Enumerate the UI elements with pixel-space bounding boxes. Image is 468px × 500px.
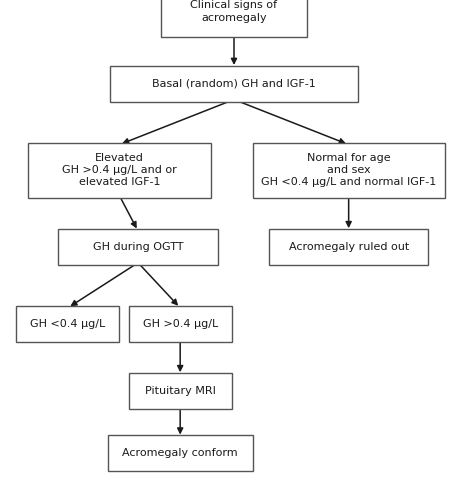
Text: Acromegaly ruled out: Acromegaly ruled out [289, 242, 409, 252]
Text: Basal (random) GH and IGF-1: Basal (random) GH and IGF-1 [152, 78, 316, 88]
Text: Clinical signs of
acromegaly: Clinical signs of acromegaly [190, 0, 278, 23]
FancyBboxPatch shape [129, 373, 232, 409]
FancyBboxPatch shape [161, 0, 307, 37]
FancyBboxPatch shape [253, 142, 445, 198]
FancyBboxPatch shape [58, 229, 218, 265]
Text: GH <0.4 μg/L: GH <0.4 μg/L [30, 318, 105, 328]
FancyBboxPatch shape [110, 66, 358, 102]
Text: GH during OGTT: GH during OGTT [93, 242, 183, 252]
FancyBboxPatch shape [129, 306, 232, 342]
FancyBboxPatch shape [269, 229, 428, 265]
Text: Pituitary MRI: Pituitary MRI [145, 386, 216, 396]
FancyBboxPatch shape [16, 306, 119, 342]
Text: GH >0.4 μg/L: GH >0.4 μg/L [143, 318, 218, 328]
FancyBboxPatch shape [108, 436, 253, 471]
Text: Acromegaly conform: Acromegaly conform [122, 448, 238, 458]
FancyBboxPatch shape [28, 142, 211, 198]
Text: Elevated
GH >0.4 μg/L and or
elevated IGF-1: Elevated GH >0.4 μg/L and or elevated IG… [62, 152, 177, 188]
Text: Normal for age
and sex
GH <0.4 μg/L and normal IGF-1: Normal for age and sex GH <0.4 μg/L and … [261, 152, 436, 188]
